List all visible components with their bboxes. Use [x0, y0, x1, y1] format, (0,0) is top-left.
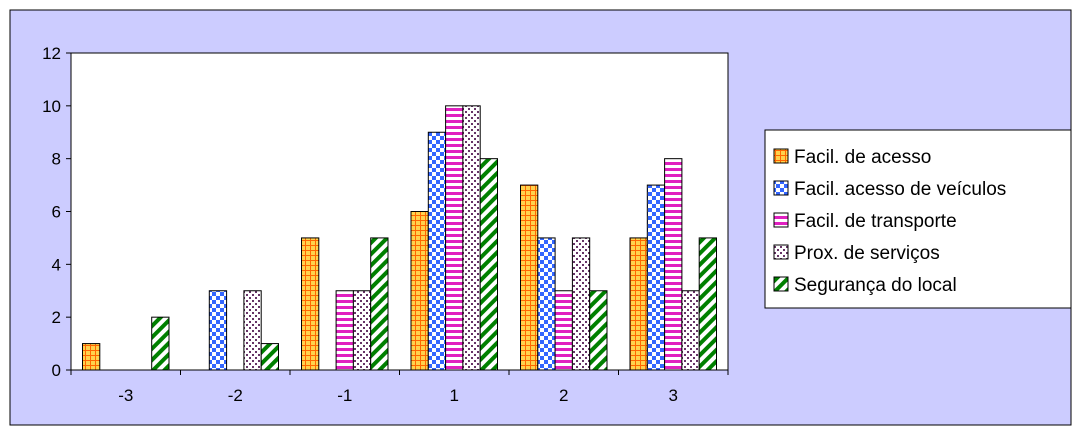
x-tick-label: 1 — [450, 386, 459, 405]
x-tick-label: 3 — [669, 386, 678, 405]
y-tick-label: 0 — [52, 361, 61, 380]
legend-label: Prox. de serviços — [794, 243, 940, 264]
bar-diagonal-1 — [479, 158, 499, 371]
legend-label: Facil. acesso de veículos — [794, 179, 1006, 200]
legend-swatch — [773, 212, 789, 228]
legend-swatch — [773, 244, 789, 260]
legend: Facil. de acesso Facil. acesso de veículo… — [764, 129, 1072, 309]
bar-diagonal--3 — [151, 316, 170, 371]
bar-checker-3 — [646, 184, 666, 371]
bars — [82, 105, 718, 371]
bar-diagonal--1 — [370, 237, 389, 371]
bar-diagonal-2 — [589, 290, 608, 371]
bar-checker--2 — [208, 290, 228, 371]
bar-hstripes-2 — [554, 290, 573, 371]
plot-area — [70, 52, 729, 371]
y-tick-label: 4 — [52, 255, 61, 274]
bar-dots-1 — [462, 105, 481, 371]
legend-label: Facil. de acesso — [794, 147, 931, 168]
bar-diagonal-3 — [698, 237, 718, 371]
bar-checker-2 — [537, 237, 556, 371]
bar-grid-1 — [410, 211, 429, 371]
y-tick-label: 2 — [52, 308, 61, 327]
x-axis: -3 -2 -1 1 2 3 — [70, 369, 729, 405]
bar-diagonal--2 — [260, 343, 280, 371]
bar-hstripes-3 — [664, 158, 683, 371]
legend-label: Segurança do local — [794, 275, 957, 296]
y-tick-label: 6 — [52, 203, 61, 222]
x-tick-label: -3 — [118, 386, 133, 405]
bar-hstripes-1 — [445, 105, 464, 371]
bar-grid-2 — [520, 184, 539, 371]
bar-grid--1 — [301, 237, 320, 371]
bar-dots-2 — [571, 237, 591, 371]
x-tick-label: 2 — [559, 386, 568, 405]
bar-checker-1 — [427, 131, 447, 371]
y-tick-label: 12 — [42, 44, 61, 63]
x-tick-label: -2 — [228, 386, 243, 405]
legend-swatch — [773, 148, 789, 164]
bar-dots--2 — [243, 290, 262, 371]
x-tick-label: -1 — [337, 386, 352, 405]
bar-grid-3 — [629, 237, 648, 371]
bar-dots--1 — [352, 290, 372, 371]
legend-swatch — [773, 276, 789, 292]
legend-box — [764, 129, 1072, 309]
bar-hstripes--1 — [335, 290, 354, 371]
y-tick-label: 10 — [42, 97, 61, 116]
bar-grid--3 — [82, 343, 101, 371]
bar-dots-3 — [681, 290, 700, 371]
legend-label: Facil. de transporte — [794, 211, 957, 232]
y-axis: 0 2 4 6 8 10 12 — [42, 44, 72, 380]
y-tick-label: 8 — [52, 150, 61, 169]
legend-swatch — [773, 180, 789, 196]
